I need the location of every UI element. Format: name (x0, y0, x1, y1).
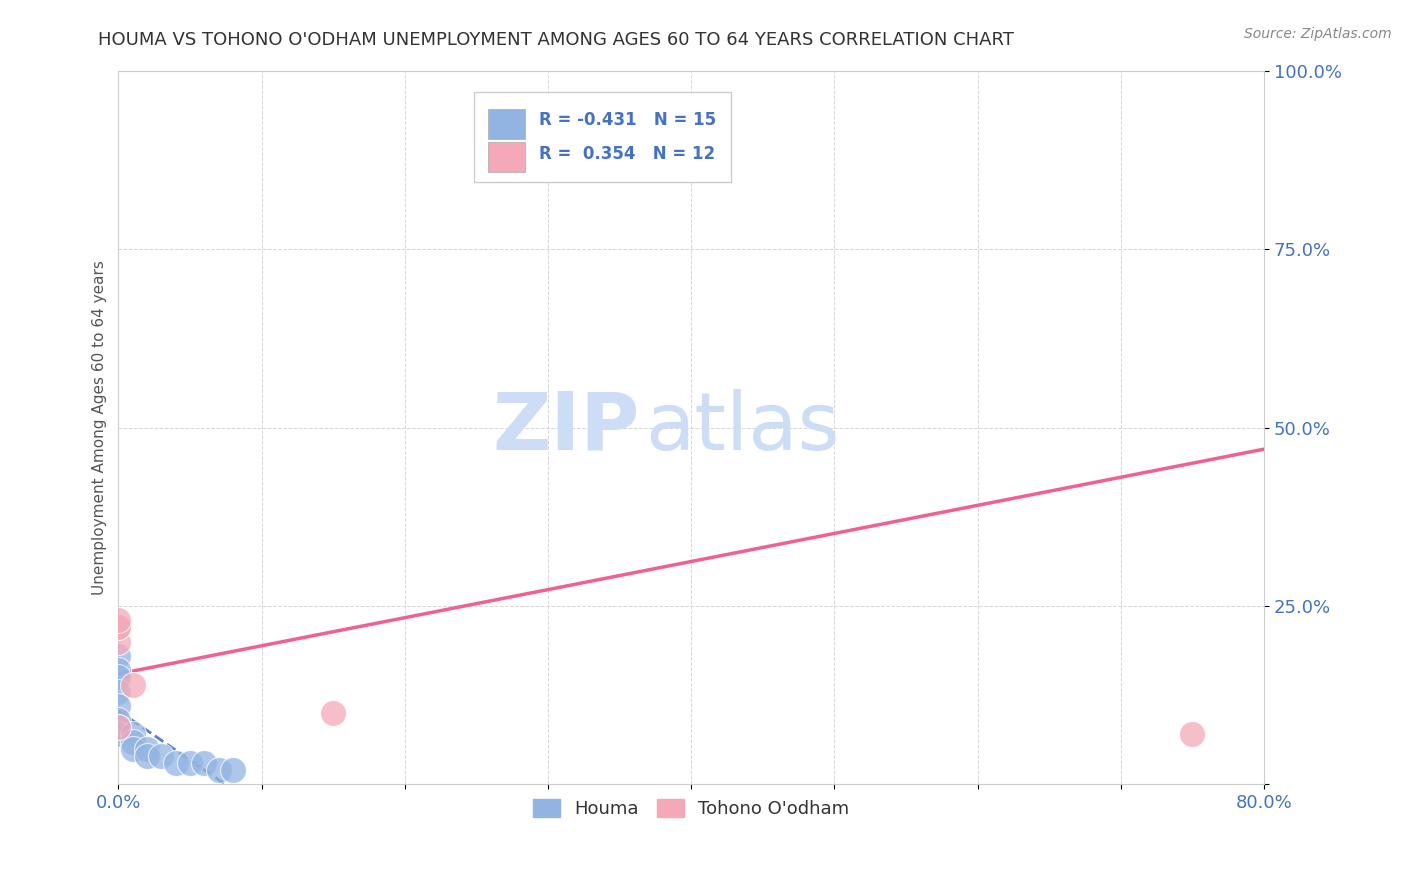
Point (165, 756, 187, 770)
Point (121, 727, 143, 741)
Point (107, 720, 129, 734)
Text: R = -0.431   N = 15: R = -0.431 N = 15 (538, 111, 716, 129)
Point (150, 748, 173, 763)
Point (107, 648, 129, 663)
Point (107, 684, 129, 698)
Point (136, 741, 159, 756)
Point (107, 713, 129, 727)
Point (179, 756, 201, 770)
Point (107, 613, 129, 627)
Text: R =  0.354   N = 12: R = 0.354 N = 12 (538, 145, 716, 162)
Point (1181, 727, 1204, 741)
Point (107, 620, 129, 634)
Text: atlas: atlas (645, 389, 839, 467)
Point (121, 677, 143, 691)
FancyBboxPatch shape (474, 93, 731, 182)
Point (208, 763, 231, 777)
FancyBboxPatch shape (488, 143, 524, 172)
Point (136, 748, 159, 763)
Point (107, 720, 129, 734)
Point (222, 763, 245, 777)
Point (107, 670, 129, 684)
FancyBboxPatch shape (488, 109, 524, 139)
Point (193, 756, 215, 770)
Point (107, 620, 129, 634)
Point (107, 727, 129, 741)
Point (107, 663, 129, 677)
Point (322, 706, 344, 720)
Point (121, 734, 143, 748)
Point (121, 741, 143, 756)
Point (107, 634, 129, 648)
Y-axis label: Unemployment Among Ages 60 to 64 years: Unemployment Among Ages 60 to 64 years (93, 260, 107, 595)
Text: ZIP: ZIP (492, 389, 640, 467)
Text: HOUMA VS TOHONO O'ODHAM UNEMPLOYMENT AMONG AGES 60 TO 64 YEARS CORRELATION CHART: HOUMA VS TOHONO O'ODHAM UNEMPLOYMENT AMO… (98, 31, 1014, 49)
Legend: Houma, Tohono O'odham: Houma, Tohono O'odham (526, 791, 856, 825)
Point (107, 698, 129, 713)
Text: Source: ZipAtlas.com: Source: ZipAtlas.com (1244, 27, 1392, 41)
